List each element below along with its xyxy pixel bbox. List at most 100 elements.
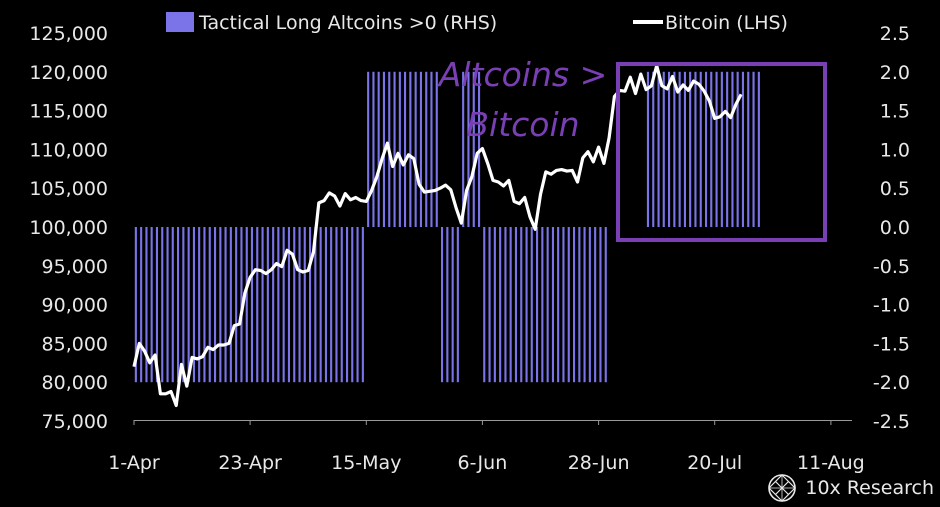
bar-day-39 (341, 227, 343, 382)
bar-day-57 (436, 72, 438, 227)
bar-day-106 (694, 72, 696, 227)
left-tick-label: 80,000 (42, 372, 108, 394)
bar-day-6 (167, 227, 169, 382)
bar-day-54 (420, 72, 422, 227)
bar-day-42 (357, 227, 359, 382)
bar-day-97 (647, 72, 649, 227)
bar-day-74 (526, 227, 528, 382)
bar-day-51 (404, 72, 406, 227)
right-tick-label: -2.0 (873, 372, 910, 394)
bar-day-116 (747, 72, 749, 227)
bar-day-64 (473, 72, 475, 227)
bar-day-67 (489, 227, 491, 382)
legend-bar-label: Tactical Long Altcoins >0 (RHS) (198, 12, 497, 34)
right-tick-label: 0.0 (880, 217, 910, 239)
left-tick-label: 75,000 (42, 411, 108, 433)
bar-day-83 (573, 227, 575, 382)
bar-day-18 (230, 227, 232, 382)
bar-day-23 (256, 227, 258, 382)
bar-day-9 (182, 227, 184, 382)
bar-day-75 (531, 227, 533, 382)
bar-day-16 (219, 227, 221, 382)
legend: Tactical Long Altcoins >0 (RHS) Bitcoin … (166, 12, 788, 34)
bar-day-21 (246, 227, 248, 382)
x-axis: 1-Apr 23-Apr 15-May 6-Jun 28-Jun 20-Jul 11-Aug (108, 420, 864, 474)
bar-day-36 (325, 227, 327, 382)
bar-day-22 (251, 227, 253, 382)
bar-day-61 (457, 227, 459, 382)
bar-day-88 (599, 227, 601, 382)
bar-day-46 (378, 72, 380, 227)
chart: 75,00080,00085,00090,00095,000100,000105… (0, 0, 940, 507)
bar-day-50 (399, 72, 401, 227)
annotation-line-1: Altcoins > (437, 55, 607, 94)
bar-day-103 (679, 72, 681, 227)
altcoin-bars (135, 72, 760, 382)
bar-day-19 (235, 227, 237, 382)
bar-day-55 (425, 72, 427, 227)
bar-day-87 (594, 227, 596, 382)
bar-day-112 (726, 72, 728, 227)
bar-day-60 (452, 227, 454, 382)
bar-day-104 (684, 72, 686, 227)
bar-day-107 (700, 72, 702, 227)
bar-day-14 (209, 227, 211, 382)
x-tick-label: 11-Aug (797, 452, 865, 474)
bar-day-72 (515, 227, 517, 382)
bar-day-71 (510, 227, 512, 382)
globe-icon (767, 473, 797, 503)
bar-day-80 (557, 227, 559, 382)
bar-day-111 (721, 72, 723, 227)
x-tick-label: 20-Jul (687, 452, 742, 474)
left-tick-label: 100,000 (29, 217, 108, 239)
bar-day-26 (272, 227, 274, 382)
bar-day-68 (494, 227, 496, 382)
legend-line-label: Bitcoin (LHS) (665, 12, 788, 34)
bar-day-99 (658, 72, 660, 227)
bar-day-81 (562, 227, 564, 382)
bar-day-78 (547, 227, 549, 382)
bar-day-84 (578, 227, 580, 382)
bar-day-117 (753, 72, 755, 227)
left-tick-label: 95,000 (42, 256, 108, 278)
left-tick-label: 125,000 (29, 23, 108, 45)
bar-day-79 (552, 227, 554, 382)
bar-day-33 (309, 227, 311, 382)
left-tick-label: 110,000 (29, 139, 108, 161)
bar-day-31 (299, 227, 301, 382)
bar-day-56 (430, 72, 432, 227)
x-tick-label: 28-Jun (568, 452, 630, 474)
bar-day-77 (541, 227, 543, 382)
brand-name: 10x Research (805, 477, 934, 499)
bar-day-25 (267, 227, 269, 382)
bar-day-69 (499, 227, 501, 382)
left-tick-label: 120,000 (29, 62, 108, 84)
bar-day-59 (446, 227, 448, 382)
bar-day-63 (467, 72, 469, 227)
left-tick-label: 90,000 (42, 295, 108, 317)
right-axis: -2.5-2.0-1.5-1.0-0.50.00.51.01.52.02.5 (873, 23, 910, 433)
right-tick-label: 1.5 (880, 101, 910, 123)
bar-day-73 (520, 227, 522, 382)
legend-bar-swatch (166, 12, 194, 32)
bar-day-24 (262, 227, 264, 382)
bar-day-109 (710, 72, 712, 227)
bar-day-102 (673, 72, 675, 227)
x-tick-label: 1-Apr (108, 452, 160, 474)
right-tick-label: -2.5 (873, 411, 910, 433)
bar-day-43 (362, 227, 364, 382)
bar-day-113 (731, 72, 733, 227)
left-tick-label: 85,000 (42, 333, 108, 355)
bar-day-15 (214, 227, 216, 382)
bar-day-13 (203, 227, 205, 382)
right-tick-label: 1.0 (880, 139, 910, 161)
bar-day-76 (536, 227, 538, 382)
bar-day-101 (668, 72, 670, 227)
right-tick-label: -1.5 (873, 333, 910, 355)
bar-day-98 (652, 72, 654, 227)
bar-day-100 (663, 72, 665, 227)
bar-day-27 (277, 227, 279, 382)
x-tick-label: 23-Apr (218, 452, 282, 474)
bar-day-114 (737, 72, 739, 227)
bar-day-37 (330, 227, 332, 382)
